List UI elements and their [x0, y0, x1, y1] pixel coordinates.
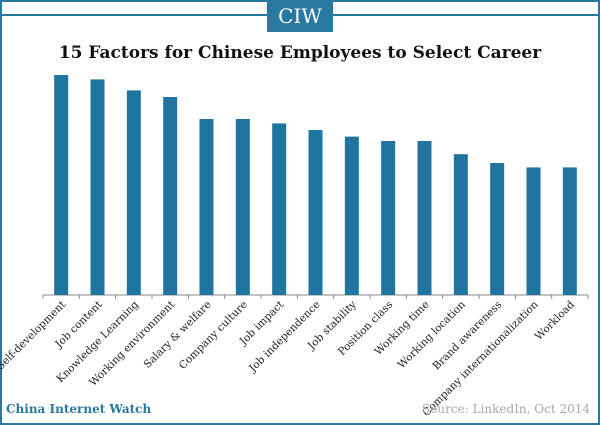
- bar-company-culture: [235, 119, 250, 295]
- bar-job-stability: [344, 136, 359, 295]
- chart-title: 15 Factors for Chinese Employees to Sele…: [58, 43, 542, 63]
- bar-knowledge-learning: [126, 90, 141, 296]
- x-tick-label: Brand awareness: [431, 299, 505, 373]
- bar-job-impact: [272, 123, 287, 296]
- bar-brand-awareness: [490, 163, 505, 295]
- bar-position-class: [381, 141, 396, 295]
- bar-job-content: [90, 79, 105, 296]
- x-tick-label: Workload: [533, 298, 577, 342]
- bar-company-internationalization: [526, 167, 541, 295]
- bar-workload: [562, 167, 577, 295]
- bar-self-development: [54, 75, 69, 295]
- bar-working-environment: [163, 97, 178, 295]
- bar-salary-welfare: [199, 119, 214, 295]
- x-tick-label: Salary & welfare: [142, 299, 214, 371]
- source-label: Source: LinkedIn, Oct 2014: [421, 402, 590, 416]
- bar-working-location: [453, 154, 468, 295]
- brand-label: China Internet Watch: [6, 402, 152, 416]
- x-tick-label: Working location: [396, 298, 469, 371]
- bar-working-time: [417, 141, 432, 295]
- x-tick-label: Company culture: [177, 299, 250, 372]
- bar-job-independence: [308, 130, 323, 295]
- ciw-logo: CIW: [267, 0, 333, 32]
